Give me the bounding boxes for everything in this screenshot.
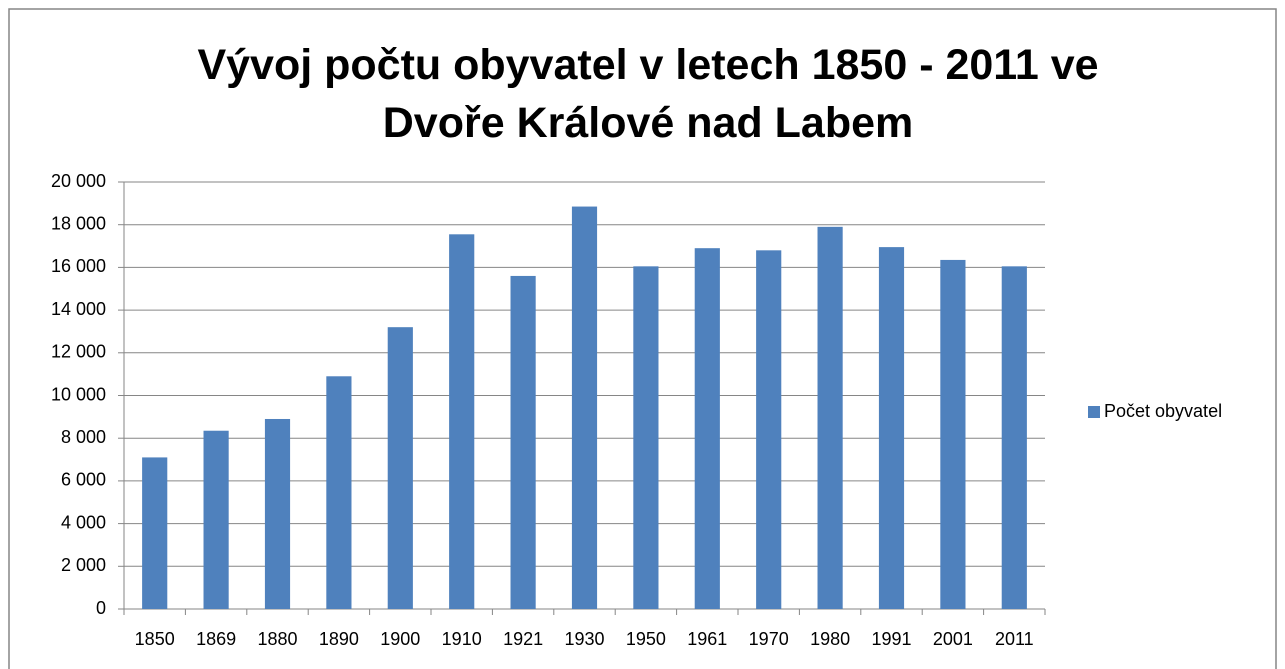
x-tick-label: 1930 <box>564 629 604 649</box>
legend-label: Počet obyvatel <box>1104 401 1222 421</box>
bar <box>817 226 843 609</box>
bar <box>326 376 352 609</box>
y-tick-label: 16 000 <box>51 256 106 276</box>
y-tick-label: 18 000 <box>51 213 106 233</box>
chart-border <box>8 8 1277 669</box>
y-tick-label: 0 <box>96 598 106 618</box>
y-tick-label: 4 000 <box>61 512 106 532</box>
bar <box>510 275 536 609</box>
x-tick-label: 1980 <box>810 629 850 649</box>
bar <box>756 250 782 609</box>
x-tick-label: 1890 <box>319 629 359 649</box>
x-tick-label: 1921 <box>503 629 543 649</box>
bar <box>1001 266 1027 609</box>
bar <box>203 430 229 609</box>
x-tick-label: 1900 <box>380 629 420 649</box>
legend-swatch <box>1088 406 1100 418</box>
bar <box>878 247 905 609</box>
bar <box>694 248 720 609</box>
x-tick-label: 1910 <box>442 629 482 649</box>
x-tick-label: 1970 <box>749 629 789 649</box>
x-tick-label: 2001 <box>933 629 973 649</box>
y-tick-label: 8 000 <box>61 427 106 447</box>
bar <box>940 259 966 609</box>
y-tick-label: 10 000 <box>51 384 106 404</box>
bar <box>142 457 168 609</box>
y-tick-label: 6 000 <box>61 470 106 490</box>
y-tick-label: 12 000 <box>51 342 106 362</box>
bar <box>449 234 475 609</box>
x-tick-label: 1950 <box>626 629 666 649</box>
y-tick-label: 2 000 <box>61 555 106 575</box>
x-tick-label: 1869 <box>196 629 236 649</box>
bar <box>633 266 659 609</box>
bar <box>387 327 413 609</box>
y-tick-label: 20 000 <box>51 171 106 191</box>
x-tick-label: 1961 <box>687 629 727 649</box>
x-tick-label: 2011 <box>995 629 1034 649</box>
x-tick-label: 1850 <box>135 629 175 649</box>
y-tick-label: 14 000 <box>51 299 106 319</box>
chart-title: Vývoj počtu obyvatel v letech 1850 - 201… <box>197 41 1099 147</box>
bar <box>264 418 291 609</box>
x-tick-label: 1991 <box>871 629 911 649</box>
bar <box>571 206 598 610</box>
x-tick-label: 1880 <box>257 629 297 649</box>
